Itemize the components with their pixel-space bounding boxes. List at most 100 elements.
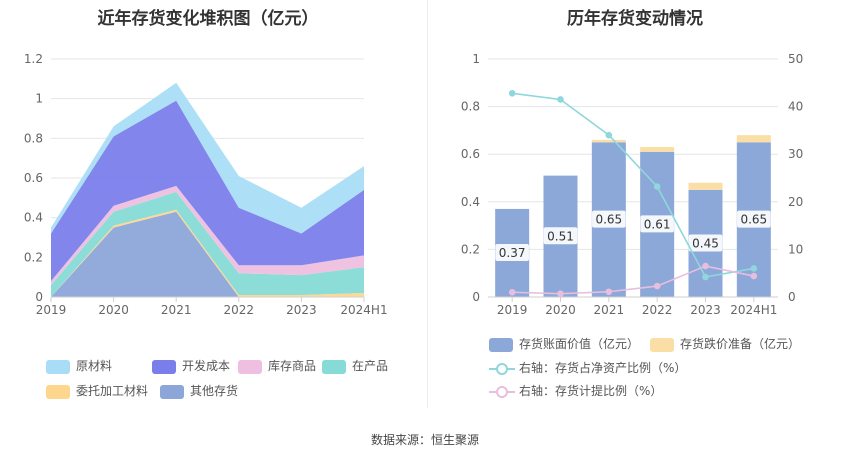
bar-label-bg bbox=[737, 210, 771, 228]
left-legend-item[interactable]: 原材料 bbox=[46, 358, 112, 374]
area-series-0 bbox=[51, 211, 364, 297]
legend-swatch bbox=[322, 359, 346, 374]
legend-label: 委托加工材料 bbox=[76, 384, 149, 398]
area-series-5 bbox=[51, 82, 364, 234]
right-x-tick-label: 2024H1 bbox=[730, 303, 777, 317]
left-legend-item[interactable]: 开发成本 bbox=[152, 358, 230, 374]
right-x-tick-label: 2021 bbox=[594, 303, 625, 317]
legend-swatch bbox=[152, 359, 176, 374]
bar-label-bg bbox=[495, 243, 529, 261]
legend-swatch bbox=[46, 384, 70, 399]
bar-data-label: 0.65 bbox=[595, 213, 622, 227]
left-x-tick-label: 2019 bbox=[36, 303, 67, 317]
line-point-1 bbox=[653, 282, 661, 290]
right-y-tick-label: 0 bbox=[472, 290, 480, 304]
bar-reserve bbox=[640, 147, 675, 152]
line-series-0 bbox=[512, 92, 754, 278]
legend-label: 右轴：存货计提比例（%） bbox=[519, 384, 663, 398]
legend-label: 在产品 bbox=[352, 359, 389, 373]
right-x-tick-label: 2022 bbox=[642, 303, 673, 317]
area-series-2 bbox=[51, 191, 364, 297]
line-point-0 bbox=[750, 265, 758, 272]
area-series-4 bbox=[51, 100, 364, 282]
left-y-tick-label: 0.2 bbox=[24, 250, 43, 264]
left-y-tick-label: 0.6 bbox=[24, 171, 43, 185]
line-point-0 bbox=[653, 183, 661, 190]
legend-swatch bbox=[650, 337, 674, 352]
area-series-1 bbox=[51, 209, 364, 297]
right-legend-item[interactable]: 存货跌价准备（亿元） bbox=[650, 336, 800, 352]
right-y-tick-label: 0.8 bbox=[461, 100, 480, 114]
right-y2-tick-label: 10 bbox=[788, 242, 803, 256]
legend-line-marker bbox=[489, 385, 515, 399]
line-series-1 bbox=[512, 265, 754, 295]
legend-label: 原材料 bbox=[76, 359, 113, 373]
right-legend-item[interactable]: 存货账面价值（亿元） bbox=[489, 336, 639, 352]
line-point-0 bbox=[605, 131, 613, 139]
bar-label-bg bbox=[592, 210, 626, 228]
line-point-1 bbox=[750, 272, 758, 280]
line-point-1 bbox=[605, 288, 613, 296]
left-y-tick-label: 0 bbox=[35, 290, 43, 304]
bar-label-bg bbox=[640, 215, 674, 233]
right-y2-tick-label: 30 bbox=[788, 147, 803, 161]
legend-label: 存货跌价准备（亿元） bbox=[680, 337, 801, 351]
right-legend-item[interactable]: 右轴：存货计提比例（%） bbox=[489, 383, 662, 399]
legend-label: 右轴：存货占净资产比例（%） bbox=[519, 361, 687, 375]
panel-divider bbox=[427, 0, 428, 408]
right-y2-tick-label: 0 bbox=[788, 290, 796, 304]
line-point-0 bbox=[508, 89, 516, 97]
legend-label: 库存商品 bbox=[268, 359, 317, 373]
line-point-1 bbox=[508, 288, 516, 296]
left-y-tick-label: 1.2 bbox=[24, 52, 43, 66]
left-legend-item[interactable]: 委托加工材料 bbox=[46, 383, 148, 399]
bar-data-label: 0.37 bbox=[499, 246, 526, 260]
right-y-tick-label: 0.4 bbox=[461, 195, 480, 209]
legend-swatch bbox=[489, 337, 513, 352]
right-y-tick-label: 0.2 bbox=[461, 242, 480, 256]
right-chart-title: 历年存货变动情况 bbox=[567, 9, 703, 29]
bar-data-label: 0.61 bbox=[644, 217, 671, 231]
right-y-tick-label: 0.6 bbox=[461, 147, 480, 161]
left-x-tick-label: 2024H1 bbox=[340, 303, 387, 317]
left-x-tick-label: 2023 bbox=[286, 303, 317, 317]
left-legend-item[interactable]: 其他存货 bbox=[160, 383, 238, 399]
bar-data-label: 0.65 bbox=[740, 213, 767, 227]
bar-label-bg bbox=[688, 234, 723, 252]
line-point-0 bbox=[702, 273, 709, 281]
line-point-1 bbox=[702, 262, 709, 270]
line-point-1 bbox=[557, 290, 564, 297]
line-point-0 bbox=[557, 96, 564, 103]
legend-label: 存货账面价值（亿元） bbox=[519, 337, 640, 351]
legend-swatch bbox=[46, 359, 70, 374]
right-y2-tick-label: 40 bbox=[788, 100, 803, 114]
legend-swatch bbox=[160, 384, 184, 399]
right-y2-tick-label: 50 bbox=[788, 52, 803, 66]
bar-data-label: 0.51 bbox=[547, 229, 574, 243]
left-legend-item[interactable]: 在产品 bbox=[322, 358, 388, 374]
left-y-tick-label: 0.8 bbox=[24, 131, 43, 145]
right-x-tick-label: 2020 bbox=[545, 303, 576, 317]
right-x-tick-label: 2023 bbox=[690, 303, 721, 317]
bar-data-label: 0.45 bbox=[692, 236, 719, 250]
left-x-tick-label: 2022 bbox=[224, 303, 255, 317]
legend-swatch bbox=[238, 359, 262, 374]
left-chart-title: 近年存货变化堆积图（亿元） bbox=[97, 9, 319, 29]
left-x-tick-label: 2020 bbox=[98, 303, 129, 317]
right-y2-tick-label: 20 bbox=[788, 195, 803, 209]
right-x-tick-label: 2019 bbox=[497, 303, 528, 317]
bar-reserve bbox=[591, 139, 626, 143]
right-y-tick-label: 1 bbox=[472, 52, 480, 66]
left-y-tick-label: 1 bbox=[35, 92, 43, 106]
left-y-tick-label: 0.4 bbox=[24, 211, 43, 225]
bar-label-bg bbox=[543, 227, 578, 245]
left-legend-item[interactable]: 库存商品 bbox=[238, 358, 316, 374]
bar-reserve bbox=[688, 182, 723, 190]
bar-reserve bbox=[736, 135, 771, 143]
data-source: 数据来源：恒生聚源 bbox=[370, 433, 479, 447]
legend-label: 其他存货 bbox=[190, 384, 239, 398]
legend-line-marker bbox=[489, 362, 515, 376]
right-legend-item[interactable]: 右轴：存货占净资产比例（%） bbox=[489, 360, 686, 376]
legend-label: 开发成本 bbox=[182, 359, 231, 373]
